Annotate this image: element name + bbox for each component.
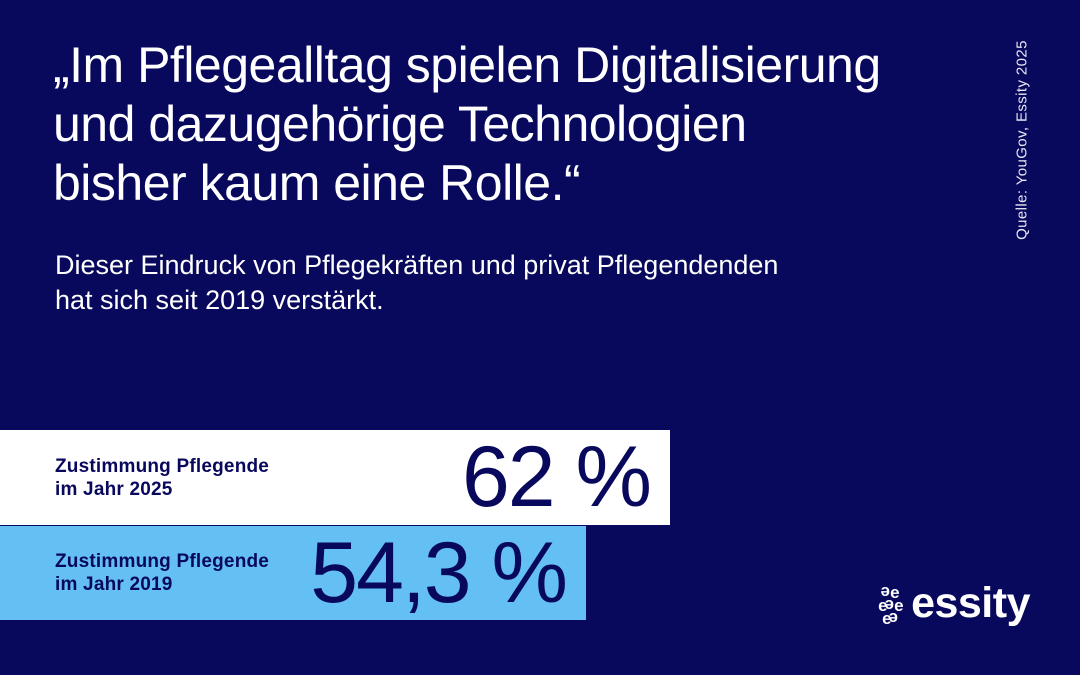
bar-2025-label: Zustimmung Pflegende im Jahr 2025 [55, 455, 270, 500]
bar-2019: Zustimmung Pflegende im Jahr 2019 54,3 % [0, 524, 586, 621]
subheadline: Dieser Eindruck von Pflegekräften und pr… [55, 250, 779, 315]
bar-2025-value: 62 % [461, 429, 652, 525]
bar-2019-label: Zustimmung Pflegende im Jahr 2019 [55, 551, 270, 595]
essity-flower-icon: ee eee ee [878, 583, 903, 628]
essity-logo: ee eee ee essity [878, 582, 1030, 629]
essity-wordmark: essity [911, 579, 1030, 627]
bar-2025: Zustimmung Pflegende im Jahr 2025 62 % [0, 429, 670, 525]
bar-2019-value: 54,3 % [310, 524, 568, 621]
quote-headline: „Im Pflegealltag spielen Digitalisierung… [53, 37, 881, 211]
source-note: Quelle: YouGov, Essity 2025 [1013, 40, 1031, 240]
bar-chart: Zustimmung Pflegende im Jahr 2025 62 % Z… [0, 429, 1080, 621]
